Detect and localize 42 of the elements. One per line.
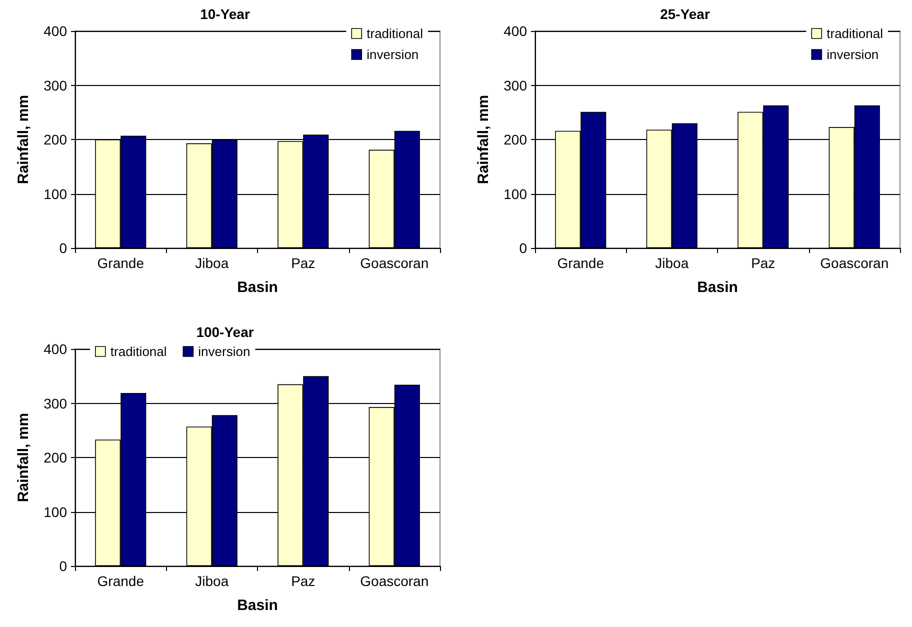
chart-title: 10-Year [200,6,250,22]
x-tick-label: Goascoran [820,255,889,271]
legend-label: traditional [826,26,884,41]
y-tick-label: 0 [59,558,68,574]
legend-label: inversion [366,47,419,62]
chart-title: 25-Year [660,6,710,22]
y-tick-label: 100 [44,504,68,520]
x-axis-title: Basin [237,597,278,614]
chart-title: 100-Year [196,324,254,340]
y-tick-label: 400 [504,23,528,39]
y-tick-label: 0 [519,240,528,256]
y-tick-label: 100 [44,186,68,202]
legend-label: traditional [366,26,424,41]
y-tick-label: 300 [44,77,68,94]
y-tick-label: 100 [504,186,528,202]
y-tick-label: 200 [44,450,68,466]
x-tick-label: Grande [557,255,604,271]
x-tick-label: Paz [751,255,776,271]
x-tick-label: Grande [97,573,144,589]
legend-label: traditional [110,344,167,359]
y-tick-label: 300 [44,395,68,412]
y-tick-label: 400 [44,23,68,39]
y-tick-label: 400 [44,341,68,357]
y-tick-label: 200 [504,132,528,148]
y-tick-label: 200 [44,132,68,148]
legend-label: inversion [826,47,879,62]
y-axis-title: Rainfall, mm [475,94,492,184]
x-tick-label: Grande [97,255,144,271]
x-tick-label: Goascoran [360,573,429,589]
x-tick-label: Goascoran [360,255,429,271]
y-axis-title: Rainfall, mm [15,412,32,502]
y-axis-title: Rainfall, mm [15,94,32,184]
x-tick-label: Jiboa [655,255,689,271]
x-tick-label: Paz [291,573,316,589]
x-axis-title: Basin [237,279,278,296]
x-tick-label: Jiboa [195,573,229,589]
x-axis-title: Basin [697,279,738,296]
x-tick-label: Jiboa [195,255,229,271]
y-tick-label: 0 [59,240,68,256]
x-tick-label: Paz [291,255,316,271]
legend-label: inversion [198,344,250,359]
y-tick-label: 300 [504,77,528,94]
